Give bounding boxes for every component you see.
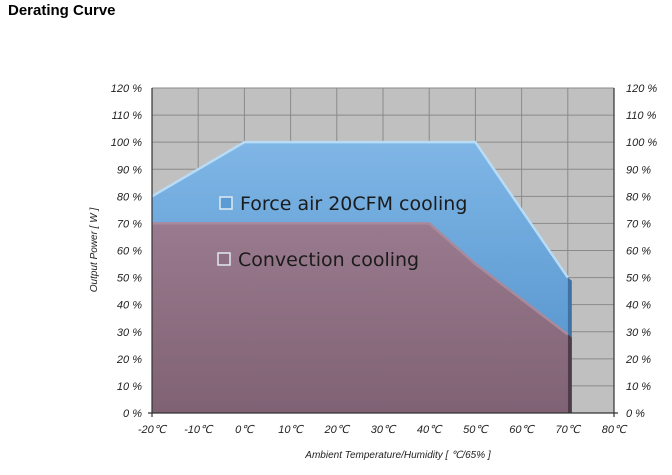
- x-tick-label: 0℃: [235, 424, 255, 436]
- x-tick-label: 30℃: [371, 424, 397, 436]
- x-tick-label: 60℃: [509, 424, 535, 436]
- y-tick-label-left: 10 %: [117, 381, 142, 393]
- x-tick-label: 80℃: [602, 424, 628, 436]
- y-tick-label-right: 60 %: [626, 246, 651, 258]
- y-tick-label-right: 90 %: [626, 164, 651, 176]
- series-label: Force air 20CFM cooling: [240, 193, 467, 215]
- y-tick-label-right: 0 %: [626, 408, 645, 420]
- y-tick-label-left: 110 %: [112, 110, 143, 122]
- area-convection: [152, 223, 568, 413]
- area-convection-edge: [567, 334, 572, 413]
- x-tick-label: -10℃: [184, 424, 214, 436]
- area-convection-outline: [152, 222, 569, 336]
- y-tick-label-right: 110 %: [626, 110, 657, 122]
- y-tick-label-left: 90 %: [117, 164, 142, 176]
- y-tick-label-left: 50 %: [117, 273, 142, 285]
- y-tick-label-right: 70 %: [626, 218, 651, 230]
- page-title: Derating Curve: [8, 2, 116, 19]
- y-tick-label-right: 50 %: [626, 273, 651, 285]
- y-tick-label-left: 20 %: [116, 354, 142, 366]
- y-tick-label-left: 100 %: [111, 137, 142, 149]
- y-tick-label-right: 80 %: [626, 191, 651, 203]
- area-force-air-outline: [151, 140, 569, 279]
- y-tick-label-right: 100 %: [626, 137, 657, 149]
- x-tick-label: 70℃: [556, 424, 582, 436]
- x-axis-title: Ambient Temperature/Humidity [ ℃/65% ]: [304, 450, 491, 461]
- y-tick-label-right: 120 %: [626, 83, 657, 95]
- y-tick-label-left: 0 %: [123, 408, 142, 420]
- y-tick-label-left: 40 %: [117, 300, 142, 312]
- x-tick-label: 50℃: [463, 424, 489, 436]
- y-tick-label-right: 20 %: [625, 354, 651, 366]
- y-tick-label-left: 80 %: [117, 191, 142, 203]
- y-tick-label-right: 10 %: [626, 381, 651, 393]
- y-axis-title: Output Power [ W ]: [89, 208, 100, 293]
- y-tick-label-left: 70 %: [117, 218, 142, 230]
- legend-swatch: [219, 196, 233, 210]
- y-tick-label-right: 40 %: [626, 300, 651, 312]
- x-tick-label: 10℃: [278, 424, 304, 436]
- y-tick-label-left: 120 %: [111, 83, 142, 95]
- x-tick-label: -20℃: [138, 424, 168, 436]
- y-tick-label-left: 60 %: [117, 246, 142, 258]
- y-tick-label-right: 30 %: [626, 327, 651, 339]
- x-tick-label: 40℃: [417, 424, 443, 436]
- y-tick-label-left: 30 %: [117, 327, 142, 339]
- series-label: Convection cooling: [238, 249, 419, 271]
- x-tick-label: 20℃: [324, 424, 351, 436]
- legend-swatch: [217, 252, 231, 266]
